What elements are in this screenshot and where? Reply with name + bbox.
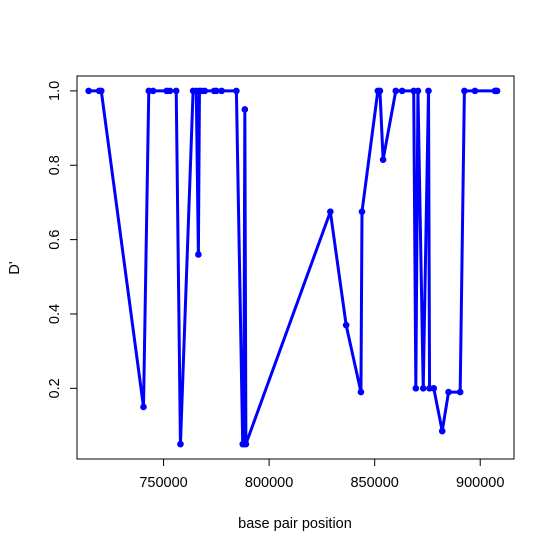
x-tick-label: 850000	[350, 475, 398, 491]
data-point	[398, 87, 406, 95]
y-axis: 0.2 0.4 0.6 0.8 1.0	[47, 81, 78, 398]
data-point	[172, 87, 180, 95]
data-point	[461, 87, 468, 95]
data-point	[376, 87, 384, 95]
x-axis-label: base pair position	[238, 516, 352, 532]
series-line	[88, 89, 498, 446]
y-tick-label: 1.0	[47, 81, 63, 101]
data-point	[177, 440, 184, 448]
y-tick-label: 0.8	[47, 155, 63, 175]
y-tick-label: 0.4	[47, 304, 63, 324]
data-point	[241, 106, 249, 113]
data-point	[358, 208, 366, 216]
data-point	[430, 385, 438, 392]
data-point	[419, 385, 427, 392]
data-point	[242, 440, 250, 448]
series-layer	[85, 87, 501, 448]
data-point	[195, 251, 202, 258]
data-point	[342, 321, 350, 329]
data-point	[97, 87, 105, 95]
data-point	[425, 87, 432, 95]
data-point	[85, 87, 92, 95]
data-point	[201, 87, 209, 95]
y-tick-label: 0.2	[47, 378, 63, 398]
y-axis-label: D'	[7, 261, 23, 274]
data-point	[140, 403, 147, 411]
x-tick-label: 750000	[139, 475, 187, 491]
data-point	[414, 87, 422, 95]
data-point	[149, 87, 157, 95]
data-point	[493, 87, 501, 95]
data-point	[392, 87, 400, 95]
data-point	[233, 87, 240, 95]
data-point	[445, 388, 452, 396]
data-point	[357, 388, 365, 396]
data-point	[213, 87, 220, 95]
data-point	[412, 385, 420, 392]
data-point	[166, 87, 174, 95]
x-tick-label: 900000	[456, 475, 504, 491]
y-tick-label: 0.6	[47, 230, 63, 250]
data-point	[471, 87, 479, 95]
x-tick-label: 800000	[245, 475, 293, 491]
data-point	[379, 156, 387, 163]
data-point	[327, 208, 334, 216]
data-point	[438, 427, 446, 435]
x-axis: 750000 800000 850000 900000	[139, 458, 504, 491]
data-point	[456, 388, 464, 396]
data-point	[218, 87, 225, 95]
